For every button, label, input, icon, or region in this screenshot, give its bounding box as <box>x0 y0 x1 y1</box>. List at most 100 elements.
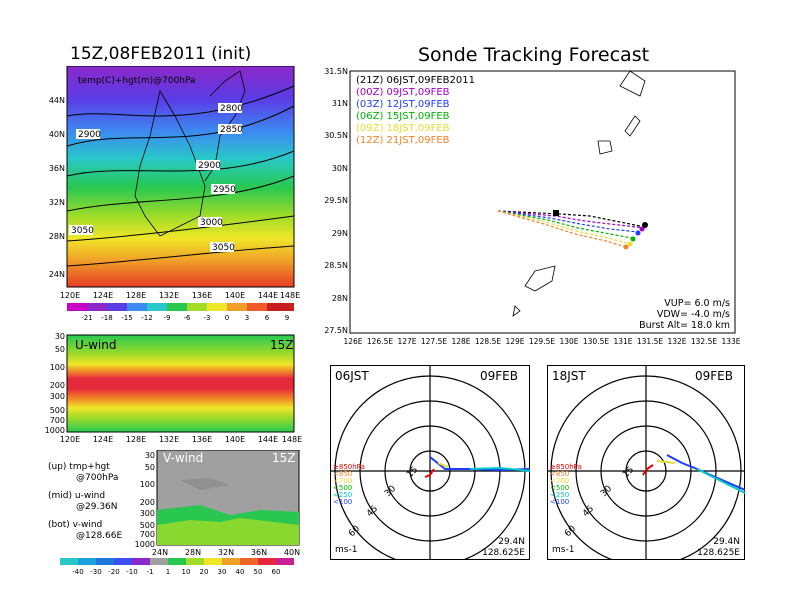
level-label: ≥850hPa <box>333 463 365 471</box>
lat-tick: 32N <box>218 548 234 557</box>
lon-tick: 148E <box>282 435 302 444</box>
contour-line <box>66 150 295 177</box>
lat-tick: 36N <box>251 548 267 557</box>
lon-tick: 132E <box>159 291 179 300</box>
param-vup: VUP= 6.0 m/s <box>664 298 730 309</box>
track-09z <box>497 210 631 245</box>
island <box>512 305 521 317</box>
vwind-label: V-wind <box>163 451 203 465</box>
level-label: <850 <box>550 470 569 478</box>
colorbar-tick: -40 <box>72 568 83 576</box>
contour-label: 2800 <box>220 104 243 114</box>
track-06z <box>497 210 633 239</box>
hodo-date: 09FEB <box>695 369 733 383</box>
pressure-tick: 200 <box>50 381 65 390</box>
contour-label: 3050 <box>212 243 235 253</box>
vwind-time: 15Z <box>272 451 296 465</box>
contour-line <box>66 245 295 267</box>
pressure-tick: 1000 <box>45 426 65 435</box>
island <box>619 70 646 97</box>
burst-marker <box>553 210 559 216</box>
contour-line <box>66 85 295 117</box>
param-burst: Burst Alt= 18.0 km <box>639 320 730 331</box>
hodograph-06jst: 06JST 09FEB 15 30 45 60 ≥850hPa <850 <70… <box>330 365 530 560</box>
uwind-panel: U-wind 15Z 30 50 100 200 300 500 700 100… <box>45 332 303 444</box>
hodo-lon: 128.625E <box>482 548 525 558</box>
track-12z <box>497 210 627 248</box>
track-21z <box>497 210 641 227</box>
hodo-time: 18JST <box>552 369 586 383</box>
lon-tick: 144E <box>258 435 278 444</box>
contour-label: 2900 <box>78 130 101 140</box>
level-label: <500 <box>333 484 352 492</box>
lon-tick: 131E <box>613 337 632 346</box>
colorbar-tick: 0 <box>225 314 229 322</box>
hodo-trace <box>696 468 745 494</box>
lon-tick: 132.5E <box>691 337 717 346</box>
hodo-unit: ms-1 <box>335 545 357 555</box>
map-field <box>66 66 295 288</box>
track-legend-item: (12Z) 21JST,09FEB <box>356 135 450 146</box>
level-label: <700 <box>333 477 352 485</box>
pressure-tick: 100 <box>140 480 155 489</box>
lon-tick: 127.5E <box>421 337 447 346</box>
hodo-trace <box>469 466 530 472</box>
lat-tick: 24N <box>152 548 168 557</box>
track-03z <box>497 210 639 233</box>
hodo-time: 06JST <box>335 369 369 383</box>
temp-colorbar <box>67 303 294 311</box>
colorbar-tick: 50 <box>254 568 263 576</box>
lon-tick: 128E <box>451 337 470 346</box>
colorbar-tick: 30 <box>218 568 227 576</box>
hodo-lon: 128.625E <box>697 548 740 558</box>
lon-tick: 129.5E <box>529 337 555 346</box>
level-label: <250 <box>550 491 569 499</box>
track-end <box>623 244 629 250</box>
uwind-label: U-wind <box>75 338 116 352</box>
colorbar-tick: -20 <box>108 568 119 576</box>
colorbar-tick: -10 <box>126 568 137 576</box>
lon-tick: 140E <box>225 291 245 300</box>
param-vdw: VDW= -4.0 m/s <box>657 309 730 320</box>
colorbar-tick: -21 <box>81 314 92 322</box>
lat-tick: 28.5N <box>324 261 348 270</box>
lon-tick: 128.5E <box>475 337 501 346</box>
pressure-tick: 100 <box>50 363 65 372</box>
lat-tick: 44N <box>49 96 65 105</box>
pressure-tick: 30 <box>145 451 155 460</box>
vwind-patch <box>180 478 230 490</box>
lon-tick: 136E <box>192 291 212 300</box>
map-label: temp(C)+hgt(m)@700hPa <box>78 76 196 86</box>
level-label: <250 <box>333 491 352 499</box>
lat-tick: 27.5N <box>324 326 348 335</box>
hodo-lat: 29.4N <box>713 537 740 547</box>
legend-line: @128.66E <box>76 531 123 541</box>
track-end <box>627 241 633 247</box>
level-label: <700 <box>550 477 569 485</box>
track-end <box>635 230 641 236</box>
legend-line: (mid) u-wind <box>48 491 106 501</box>
lon-tick: 126E <box>343 337 362 346</box>
contour-label: 2900 <box>198 161 221 171</box>
track-legend-item: (09Z) 18JST,09FEB <box>356 123 450 134</box>
lat-tick: 30N <box>332 164 348 173</box>
lon-tick: 136E <box>192 435 212 444</box>
uwind-field <box>66 334 295 433</box>
pressure-tick: 30 <box>55 332 65 341</box>
track-end <box>630 236 636 242</box>
track-map: 31.5N 31N 30.5N 30N 29.5N 29N 28.5N 28N … <box>324 67 741 346</box>
lon-tick: 132E <box>667 337 686 346</box>
lat-tick: 28N <box>332 294 348 303</box>
temp-height-map: temp(C)+hgt(m)@700hPa 2800 2850 2900 290… <box>49 66 300 322</box>
track-00z <box>497 210 646 229</box>
legend-line: @700hPa <box>76 473 119 483</box>
lat-tick: 31.5N <box>324 67 348 76</box>
pressure-tick: 300 <box>140 509 155 518</box>
pressure-tick: 50 <box>55 345 65 354</box>
colorbar-tick: 3 <box>245 314 249 322</box>
pressure-tick: 500 <box>50 406 65 415</box>
lat-tick: 40N <box>284 548 300 557</box>
level-label: <500 <box>550 484 569 492</box>
legend-line: (bot) v-wind <box>48 520 103 530</box>
track-end <box>642 222 648 228</box>
